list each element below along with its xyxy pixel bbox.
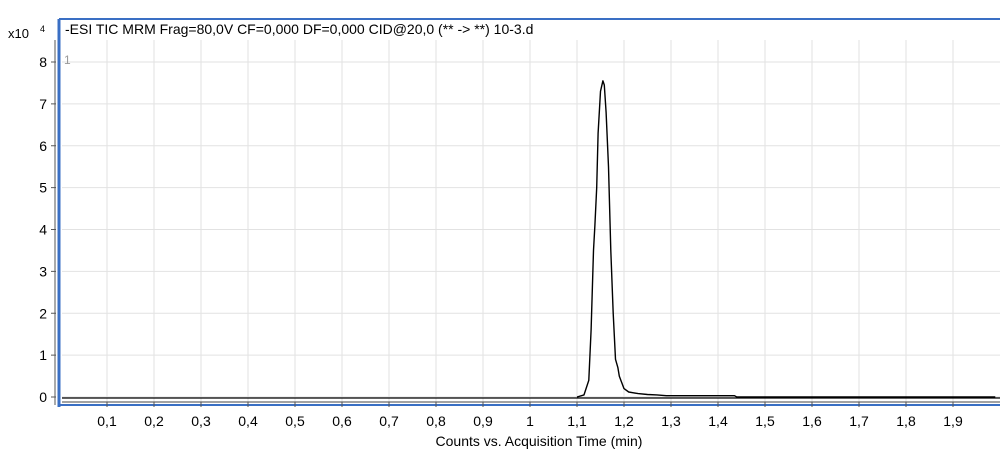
y-tick-label: 2 [39,305,47,321]
baseline [62,397,1000,403]
y-axis-exponent: 4 [40,24,45,34]
chart-title: -ESI TIC MRM Frag=80,0V CF=0,000 DF=0,00… [65,21,533,37]
grid [62,40,1000,404]
x-tick-label: 0,1 [97,413,117,429]
x-tick-label: 0,4 [238,413,258,429]
x-tick-label: 1,9 [943,413,963,429]
y-tick-label: 3 [39,263,47,279]
x-tick-label: 1,1 [567,413,587,429]
x-tick-label: 0,2 [144,413,164,429]
y-tick-label: 8 [39,54,47,70]
series-line-0 [576,80,996,398]
series-layer [576,80,996,398]
x-tick-label: 1,5 [755,413,775,429]
x-axis-title: Counts vs. Acquisition Time (min) [436,433,643,449]
x-tick-label: 1,4 [708,413,728,429]
y-tick-label: 0 [39,389,47,405]
y-tick-label: 5 [39,180,47,196]
y-tick-label: 4 [39,222,47,238]
x-tick-label: 0,3 [191,413,211,429]
y-axis-multiplier: x10 [8,26,29,41]
y-tick-label: 6 [39,138,47,154]
x-tick-label: 0,5 [285,413,305,429]
x-tick-label: 0,8 [426,413,446,429]
x-tick-label: 1,2 [614,413,634,429]
y-tick-label: 1 [39,347,47,363]
x-tick-label: 0,7 [379,413,399,429]
x-tick-label: 1,6 [802,413,822,429]
x-tick-label: 0,9 [473,413,493,429]
x-tick-label: 0,6 [332,413,352,429]
panel-index: 1 [64,53,71,67]
x-tick-label: 1,7 [849,413,869,429]
x-tick-label: 1 [526,413,534,429]
x-tick-label: 1,3 [661,413,681,429]
y-axis-ticks: 0 1 2 3 4 5 6 7 8 [39,54,56,405]
y-tick-label: 7 [39,96,47,112]
plot-frame [54,18,1000,407]
x-axis-ticks: 0,1 0,2 0,3 0,4 0,5 0,6 0,7 0,8 0,9 1 1,1 1,2 1,3 1,4… [97,402,963,429]
x-tick-label: 1,8 [896,413,916,429]
